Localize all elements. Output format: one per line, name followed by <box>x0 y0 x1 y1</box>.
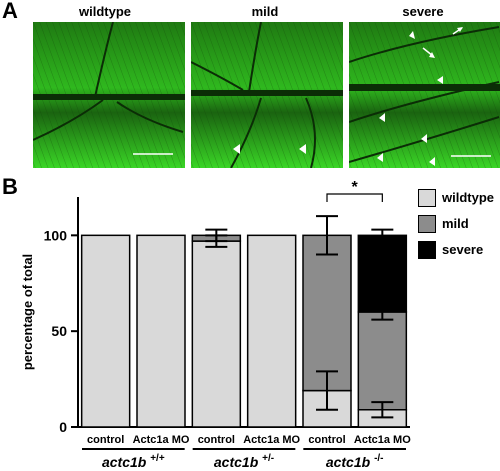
genotype-name: actc1b <box>102 454 150 470</box>
arrowhead-icon <box>421 134 427 143</box>
significance-label: * <box>352 179 359 196</box>
bar-wildtype <box>191 240 242 428</box>
legend-item-severe: severe <box>418 241 500 263</box>
legend-swatch-mild <box>418 215 436 233</box>
arrowhead-icon <box>437 76 443 84</box>
y-tick-label: 0 <box>59 419 67 435</box>
legend-label-mild: mild <box>442 216 469 231</box>
bar-wildtype <box>136 234 186 428</box>
micrograph-mild <box>191 22 343 168</box>
micrograph-wildtype <box>33 22 185 168</box>
panel-b-letter: B <box>2 174 18 199</box>
micrograph-label-severe: severe <box>402 4 444 19</box>
legend-swatch-wildtype <box>418 189 436 207</box>
genotype-superscript: -/- <box>374 453 383 464</box>
arrowhead-icon <box>429 157 435 166</box>
bar-wildtype <box>80 234 131 428</box>
y-tick-label: 100 <box>44 227 68 243</box>
genotype-label: actc1b +/+ <box>102 453 165 470</box>
bar-mild <box>357 311 408 411</box>
x-tick-label: control <box>308 434 345 446</box>
legend-item-mild: mild <box>418 215 500 237</box>
arrowhead-icon <box>233 144 240 154</box>
arrow-icon <box>452 27 463 35</box>
legend-swatch-severe <box>418 241 436 259</box>
x-tick-label: Actc1a MO <box>243 434 300 446</box>
arrowhead-icon <box>379 113 385 122</box>
bar-wildtype <box>246 234 297 428</box>
micrograph-label-wildtype: wildtype <box>78 4 131 19</box>
x-tick-label: Actc1a MO <box>354 434 411 446</box>
x-tick-label: Actc1a MO <box>133 434 190 446</box>
genotype-name: actc1b <box>326 454 374 470</box>
stacked-bar-chart: 0 50 100 percentage of total control Actc1a M… <box>20 179 411 470</box>
legend-label-wildtype: wildtype <box>442 190 495 205</box>
arrow-icon <box>422 47 435 58</box>
legend-item-wildtype: wildtype <box>418 189 500 211</box>
x-tick-label: control <box>198 434 235 446</box>
bar-mild <box>302 234 352 392</box>
genotype-superscript: +/+ <box>150 453 165 464</box>
legend-label-severe: severe <box>442 242 484 257</box>
x-tick-label: control <box>87 434 124 446</box>
genotype-label: actc1b -/- <box>326 453 384 470</box>
genotype-superscript: +/- <box>262 453 274 464</box>
bar-severe <box>357 234 408 313</box>
micrograph-severe <box>349 22 500 168</box>
arrowhead-icon <box>377 153 383 162</box>
micrograph-mild-image <box>191 22 343 168</box>
arrowhead-icon <box>299 144 306 154</box>
micrograph-severe-image <box>349 22 500 168</box>
genotype-label: actc1b +/- <box>214 453 274 470</box>
micrograph-wildtype-image <box>33 22 185 168</box>
significance-bracket <box>326 193 383 202</box>
arrowhead-icon <box>409 31 415 39</box>
y-axis-label: percentage of total <box>20 254 35 370</box>
genotype-name: actc1b <box>214 454 262 470</box>
y-tick-label: 50 <box>51 323 67 339</box>
micrograph-label-mild: mild <box>251 4 279 19</box>
panel-a-letter: A <box>2 0 18 23</box>
